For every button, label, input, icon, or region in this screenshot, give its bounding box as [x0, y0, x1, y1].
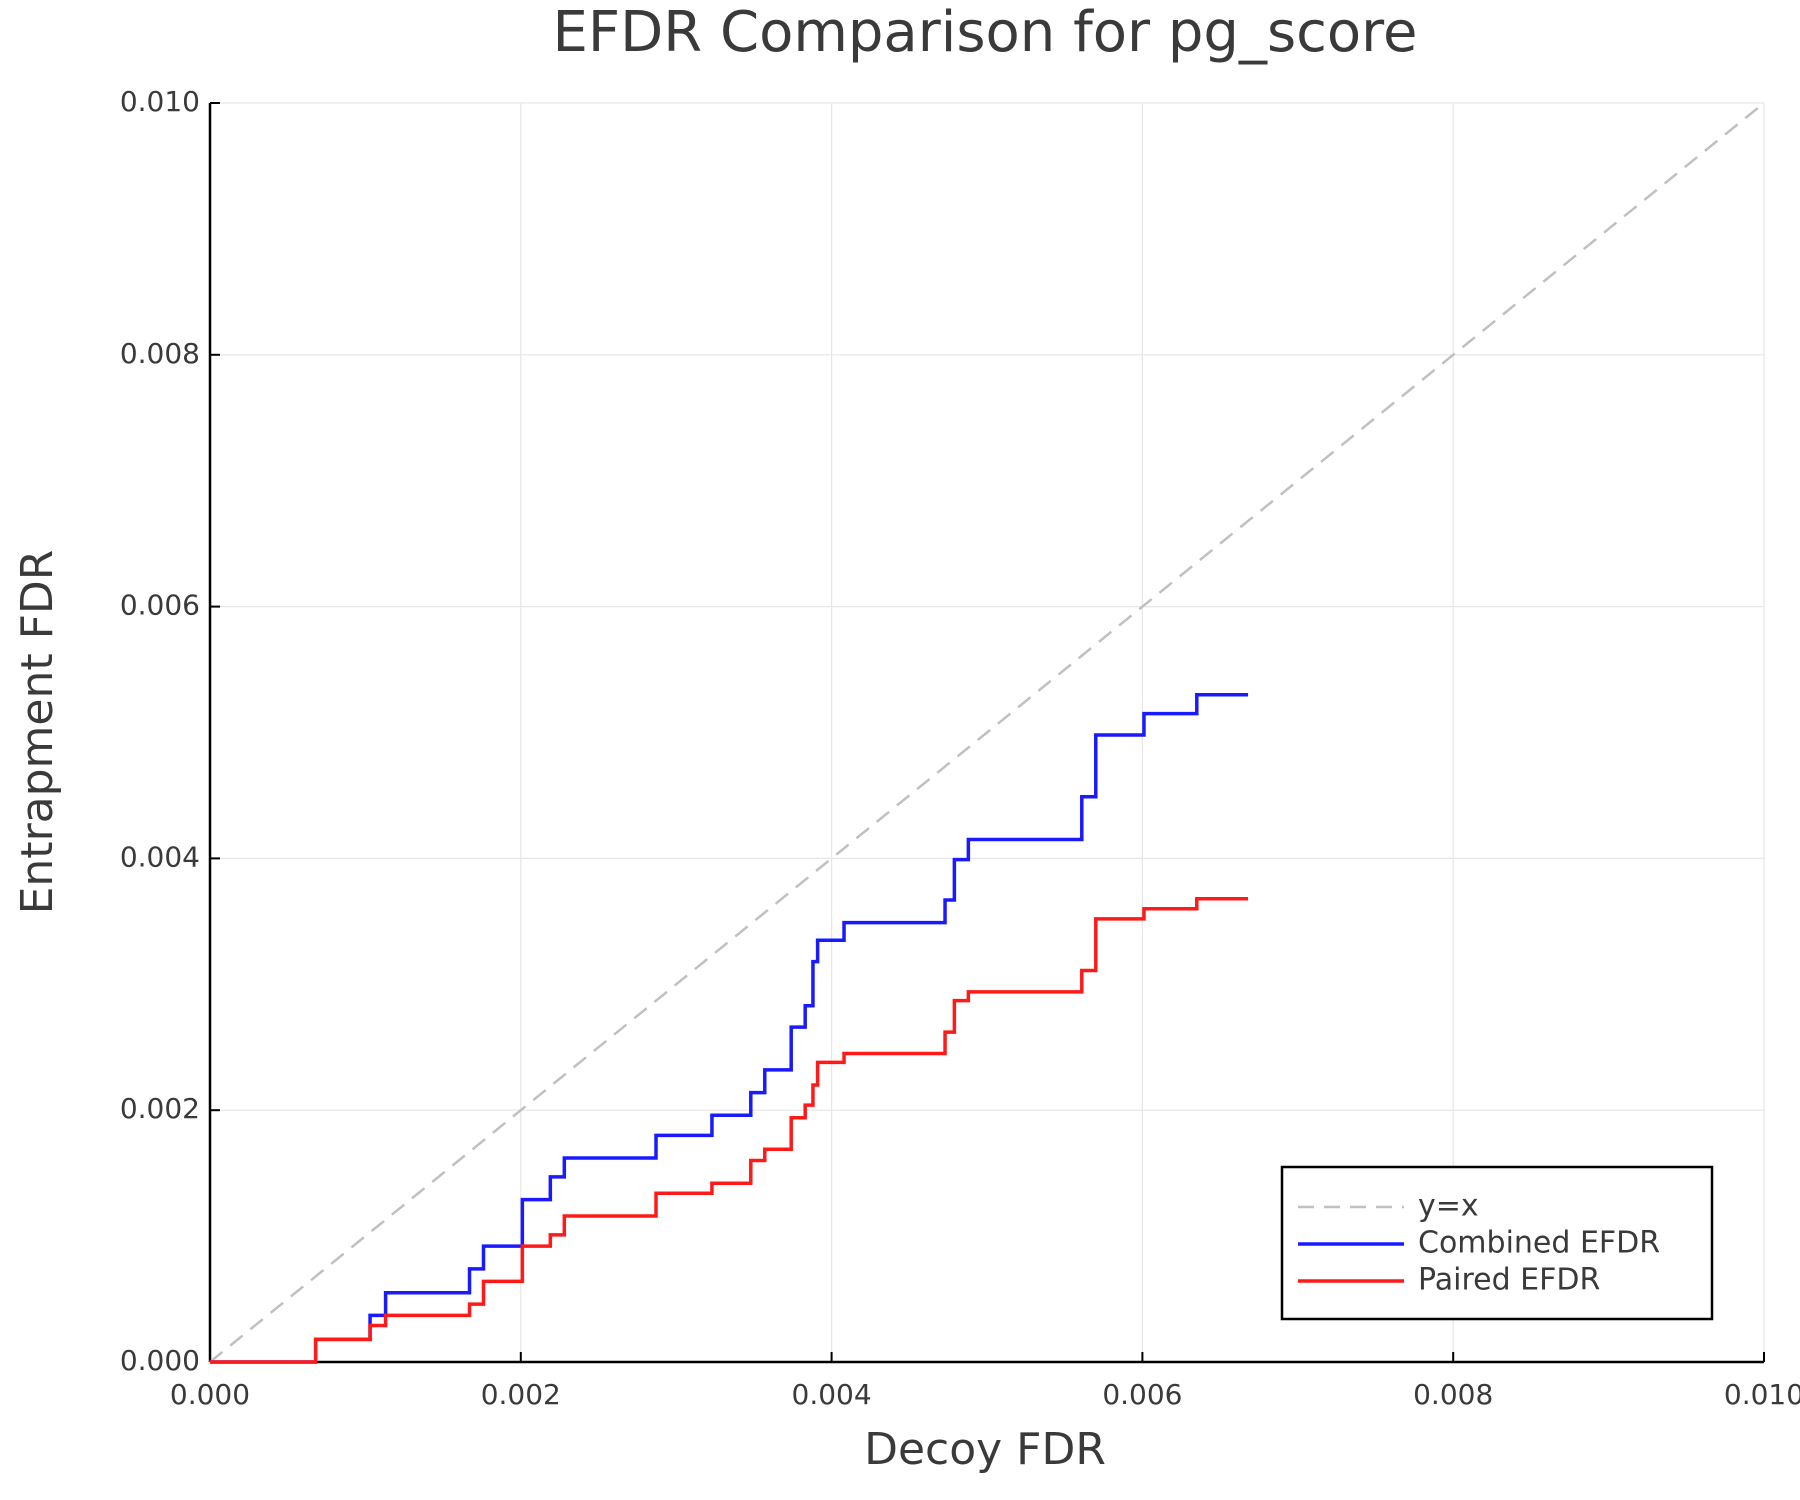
legend-label: Combined EFDR: [1418, 1226, 1660, 1261]
y-tick-label: 0.010: [120, 85, 200, 118]
chart-title: EFDR Comparison for pg_score: [553, 0, 1418, 65]
series-line: [209, 102, 1765, 1363]
x-tick-label: 0.004: [792, 1378, 872, 1411]
x-tick-label: 0.002: [481, 1378, 561, 1411]
y-axis-label: Entrapment FDR: [12, 550, 63, 915]
x-tick-label: 0.006: [1102, 1378, 1182, 1411]
y-tick-label: 0.006: [120, 589, 200, 622]
y-tick-label: 0.004: [120, 840, 200, 873]
legend-label: y=x: [1418, 1189, 1479, 1224]
x-axis-label: Decoy FDR: [864, 1424, 1106, 1475]
x-tick-label: 0.008: [1413, 1378, 1493, 1411]
y-tick-label: 0.002: [120, 1092, 200, 1125]
x-tick-label: 0.010: [1724, 1378, 1800, 1411]
x-tick-label: 0.000: [170, 1378, 250, 1411]
series-line: [210, 896, 1249, 1364]
series-line: [210, 692, 1249, 1364]
y-tick-label: 0.000: [120, 1344, 200, 1377]
y-tick-label: 0.008: [120, 337, 200, 370]
legend-label: Paired EFDR: [1418, 1263, 1600, 1298]
